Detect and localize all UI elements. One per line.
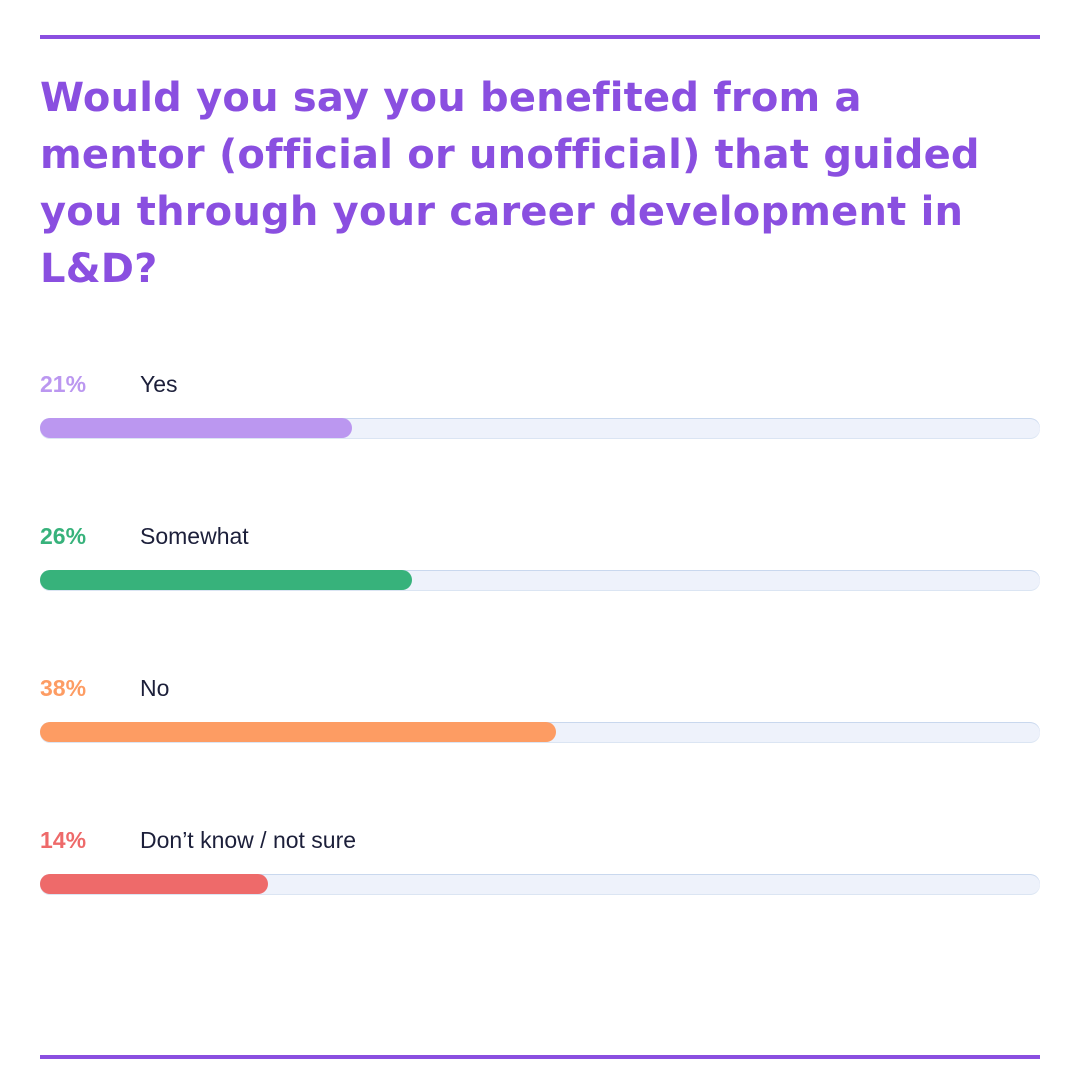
bar-value-label: 14%	[40, 827, 87, 853]
bar-row: 26% Somewhat	[40, 512, 1040, 664]
bar-track	[40, 722, 1040, 742]
bar-track	[40, 418, 1040, 438]
bar-chart: 21% Yes 26% Somewhat 38% No 14% Don’t kn…	[40, 360, 1040, 968]
bar-row: 14% Don’t know / not sure	[40, 816, 1040, 968]
bar-track	[40, 874, 1040, 894]
bar-fill	[40, 570, 412, 590]
bar-fill	[40, 722, 556, 742]
bar-track	[40, 570, 1040, 590]
bar-category-label: Somewhat	[140, 523, 249, 549]
bar-row: 21% Yes	[40, 360, 1040, 512]
bar-value-label: 38%	[40, 675, 87, 701]
bar-fill	[40, 418, 352, 438]
bar-value-label: 21%	[40, 371, 87, 397]
bar-row: 38% No	[40, 664, 1040, 816]
question-title: Would you say you benefited from a mento…	[40, 75, 980, 292]
bar-category-label: Yes	[140, 371, 178, 397]
bar-fill	[40, 874, 268, 894]
bar-value-label: 26%	[40, 523, 87, 549]
bar-category-label: No	[140, 675, 170, 701]
bar-category-label: Don’t know / not sure	[140, 827, 357, 853]
top-divider	[40, 35, 1040, 39]
bottom-divider	[40, 1055, 1040, 1059]
